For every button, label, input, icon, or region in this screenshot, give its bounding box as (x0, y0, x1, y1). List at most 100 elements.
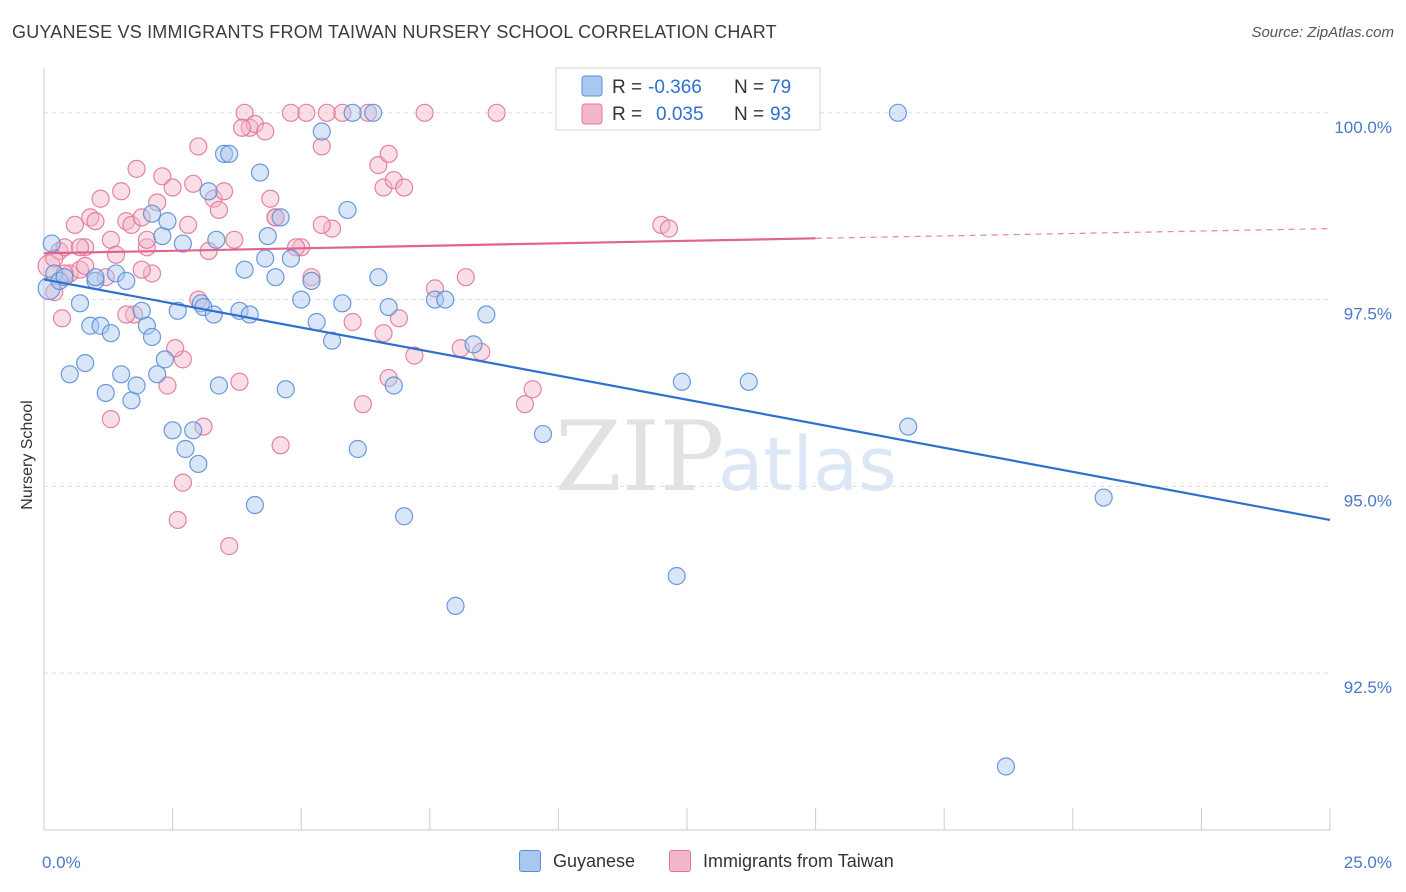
point-taiwan (166, 339, 185, 358)
y-tick-label: 95.0% (1344, 491, 1392, 510)
point-guyanese (888, 103, 908, 122)
stats-swatch-guyanese (581, 75, 603, 97)
point-taiwan (515, 395, 535, 414)
point-taiwan (389, 309, 409, 328)
point-guyanese (189, 454, 208, 474)
stats-n-value-guyanese: 79 (770, 77, 791, 98)
point-guyanese (266, 268, 285, 287)
point-guyanese (256, 249, 275, 268)
point-guyanese (137, 316, 156, 335)
stats-r-value-taiwan: 0.035 (656, 104, 704, 125)
point-guyanese (338, 200, 357, 220)
point-taiwan (312, 215, 331, 234)
point-taiwan (394, 178, 414, 197)
point-guyanese (348, 439, 367, 459)
point-guyanese (106, 264, 126, 283)
point-taiwan (225, 230, 244, 249)
point-taiwan (122, 215, 141, 234)
point-taiwan (117, 305, 136, 324)
point-guyanese (86, 268, 105, 287)
point-guyanese (276, 380, 295, 399)
point-guyanese (112, 365, 131, 384)
point-guyanese (91, 316, 110, 335)
point-taiwan (148, 193, 167, 212)
point-taiwan (343, 312, 362, 332)
point-taiwan (194, 417, 213, 436)
point-guyanese (307, 312, 326, 332)
point-guyanese (333, 294, 352, 313)
point-taiwan (333, 103, 352, 122)
trend-line-taiwan-extrapolated (815, 228, 1331, 239)
bottom-legend: Guyanese Immigrants from Taiwan (0, 850, 1406, 878)
point-guyanese (533, 424, 553, 444)
point-guyanese (96, 383, 115, 403)
legend-label-taiwan: Immigrants from Taiwan (703, 850, 894, 871)
point-guyanese (60, 365, 79, 384)
legend-item-guyanese[interactable]: Guyanese (519, 850, 635, 872)
point-taiwan (384, 170, 403, 190)
point-taiwan (173, 473, 192, 492)
point-taiwan (317, 103, 337, 122)
point-guyanese (425, 290, 445, 309)
point-guyanese (184, 421, 203, 440)
point-guyanese (240, 305, 259, 324)
point-guyanese (379, 297, 398, 317)
point-guyanese (142, 204, 162, 223)
point-guyanese (899, 417, 918, 436)
legend-label-guyanese: Guyanese (553, 850, 636, 871)
point-guyanese (271, 208, 290, 227)
point-guyanese (81, 316, 100, 335)
point-taiwan (189, 137, 208, 156)
stats-swatch-taiwan (581, 103, 603, 125)
point-guyanese (101, 324, 120, 343)
point-taiwan (266, 208, 285, 227)
watermark-zip: ZIP (555, 401, 724, 513)
legend-swatch-taiwan (669, 850, 691, 872)
point-guyanese (127, 376, 146, 395)
point-guyanese (158, 212, 177, 231)
point-guyanese (364, 103, 383, 122)
point-guyanese (199, 182, 218, 201)
point-guyanese (148, 365, 167, 384)
point-guyanese (384, 376, 403, 395)
point-taiwan (369, 156, 388, 175)
point-guyanese (302, 271, 321, 291)
point-guyanese (281, 249, 301, 268)
point-taiwan (76, 256, 95, 276)
point-guyanese (142, 327, 162, 347)
legend-swatch-guyanese (519, 850, 541, 872)
point-taiwan (163, 178, 182, 197)
point-taiwan (456, 268, 475, 287)
point-taiwan (271, 436, 290, 455)
point-guyanese (220, 144, 239, 164)
stats-r-label-taiwan: R = (612, 104, 642, 125)
point-guyanese (245, 495, 265, 515)
series-taiwan-points (37, 103, 679, 556)
point-taiwan (415, 103, 434, 122)
point-taiwan (379, 144, 398, 164)
axes (43, 68, 1331, 831)
stats-r-label-guyanese: R = (612, 77, 642, 98)
trend-line-guyanese (43, 278, 1331, 522)
point-taiwan (220, 537, 239, 556)
point-taiwan (45, 283, 64, 302)
point-taiwan (137, 230, 156, 249)
point-taiwan (232, 118, 252, 137)
point-taiwan (374, 178, 393, 197)
point-taiwan (86, 212, 105, 231)
point-taiwan (353, 395, 373, 414)
point-guyanese (1094, 488, 1113, 507)
point-guyanese (204, 305, 223, 324)
point-guyanese (117, 271, 136, 291)
point-taiwan (142, 264, 162, 283)
point-taiwan (168, 510, 187, 530)
point-guyanese (672, 372, 691, 391)
point-guyanese (477, 305, 496, 324)
stats-n-value-taiwan: 93 (770, 104, 791, 125)
point-taiwan (184, 174, 203, 193)
x-tick-label: 0.0% (42, 853, 81, 872)
legend-item-taiwan[interactable]: Immigrants from Taiwan (669, 850, 894, 872)
point-taiwan (312, 137, 331, 156)
point-taiwan (374, 324, 393, 343)
